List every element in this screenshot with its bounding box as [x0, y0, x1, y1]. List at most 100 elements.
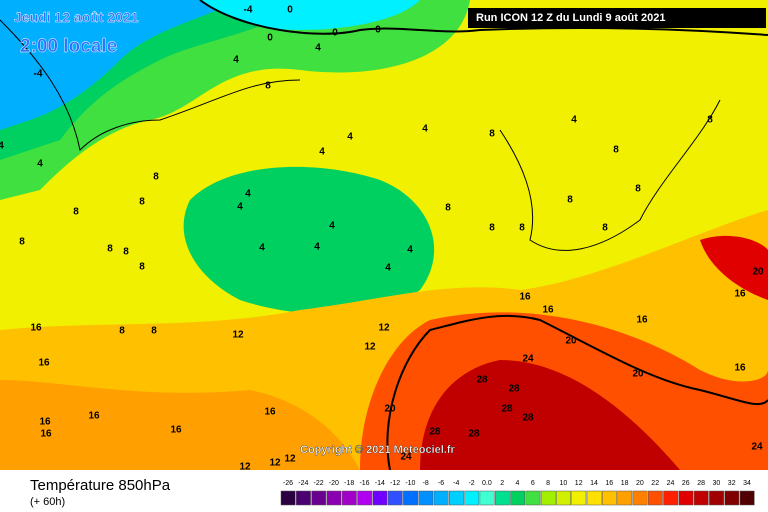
scale-swatch [586, 490, 602, 506]
contour-label: 4 [237, 202, 243, 213]
contour-label: 4 [245, 189, 251, 200]
contour-label: -4 [34, 69, 43, 80]
contour-label: 4 [422, 124, 428, 135]
scale-swatch [449, 490, 464, 506]
scale-swatch [479, 490, 495, 506]
contour-label: 16 [39, 417, 51, 428]
field-red-east [700, 235, 768, 300]
contour-label: 8 [567, 195, 573, 206]
scale-label: -4 [453, 480, 459, 487]
contour-label: 8 [19, 237, 25, 248]
temperature-field [0, 0, 768, 470]
scale-label: 8 [546, 480, 550, 487]
contour-label: 0 [267, 33, 273, 44]
contour-label: 8 [119, 326, 125, 337]
scale-label: -16 [359, 480, 369, 487]
coast-mediterranean [386, 314, 768, 471]
contour-label: 8 [73, 207, 79, 218]
scale-swatch [357, 490, 373, 506]
contour-label: 8 [445, 203, 451, 214]
contour-label: 4 [233, 55, 239, 66]
coast-scandinavia [499, 99, 721, 251]
scale-label: 30 [713, 480, 721, 487]
contour-label: 20 [384, 404, 396, 415]
scale-swatch [326, 490, 342, 506]
contour-label: 16 [636, 315, 648, 326]
contour-label: 16 [30, 323, 42, 334]
contour-label: 8 [635, 184, 641, 195]
date-text: Jeudi 12 août 2021 [14, 9, 139, 25]
scale-swatch [540, 490, 556, 506]
contour-label: 20 [752, 267, 764, 278]
contour-label: 12 [364, 342, 376, 353]
contour-label: 8 [151, 326, 157, 337]
scale-swatch [280, 490, 296, 506]
contour-label: 4 [571, 115, 577, 126]
scale-swatch [647, 490, 663, 506]
contour-label: 16 [38, 358, 50, 369]
contour-label: 20 [565, 336, 577, 347]
scale-swatch [632, 490, 648, 506]
scale-label: 28 [697, 480, 705, 487]
contour-label: -4 [244, 5, 253, 16]
scale-label: 10 [560, 480, 568, 487]
scale-label: -6 [438, 480, 444, 487]
field-dark-red [420, 360, 680, 470]
scale-label: -10 [405, 480, 415, 487]
scale-swatch [724, 490, 740, 506]
contour-label: 24 [751, 442, 763, 453]
scale-label: 12 [575, 480, 583, 487]
scale-label: 4 [516, 480, 520, 487]
field-blue [0, 0, 240, 130]
contour-label: 8 [123, 247, 129, 258]
scale-label: -12 [390, 480, 400, 487]
contour-label: 4 [315, 43, 321, 54]
scale-label: 14 [590, 480, 598, 487]
contour-label: 16 [88, 411, 100, 422]
contour-label: 4 [319, 147, 325, 158]
scale-label: -22 [314, 480, 324, 487]
scale-swatch [433, 490, 449, 506]
scale-label: 18 [621, 480, 629, 487]
contour-label: 28 [508, 384, 520, 395]
scale-label: 6 [531, 480, 535, 487]
scale-swatch [464, 490, 480, 506]
contour-label: 8 [153, 172, 159, 183]
contour-label: 16 [519, 292, 531, 303]
field-orange-deep [0, 380, 360, 470]
scale-label: 20 [636, 480, 644, 487]
contour-label: 4 [385, 263, 391, 274]
contour-label: 8 [613, 145, 619, 156]
contour-label: 24 [400, 452, 412, 463]
scale-swatch [510, 490, 526, 506]
scale-swatch [617, 490, 633, 506]
contour-label: 8 [602, 223, 608, 234]
coast-greenland [0, 19, 301, 152]
scale-label: 34 [743, 480, 751, 487]
scale-swatch [602, 490, 617, 506]
scale-label: 32 [728, 480, 736, 487]
scale-swatch [341, 490, 357, 506]
scale-swatch [311, 490, 327, 506]
contour-label: 4 [37, 159, 43, 170]
run-box [468, 8, 766, 28]
contour-label: 16 [542, 305, 554, 316]
contour-label: 8 [707, 115, 713, 126]
contour-label: 12 [269, 458, 281, 469]
contour-label: 4 [407, 245, 413, 256]
contour-label: 28 [476, 375, 488, 386]
field-cyan [200, 0, 420, 30]
contour-label: 8 [519, 223, 525, 234]
scale-label: -8 [423, 480, 429, 487]
scale-swatch [494, 490, 510, 506]
scale-label: -26 [283, 480, 293, 487]
footer-title: Température 850hPa [30, 477, 171, 494]
contour-label: 24 [522, 354, 534, 365]
scale-swatch [556, 490, 571, 506]
field-green-atlantic [183, 166, 435, 314]
contour-label: 8 [139, 197, 145, 208]
contour-label: 8 [107, 244, 113, 255]
scale-swatch [296, 490, 311, 506]
